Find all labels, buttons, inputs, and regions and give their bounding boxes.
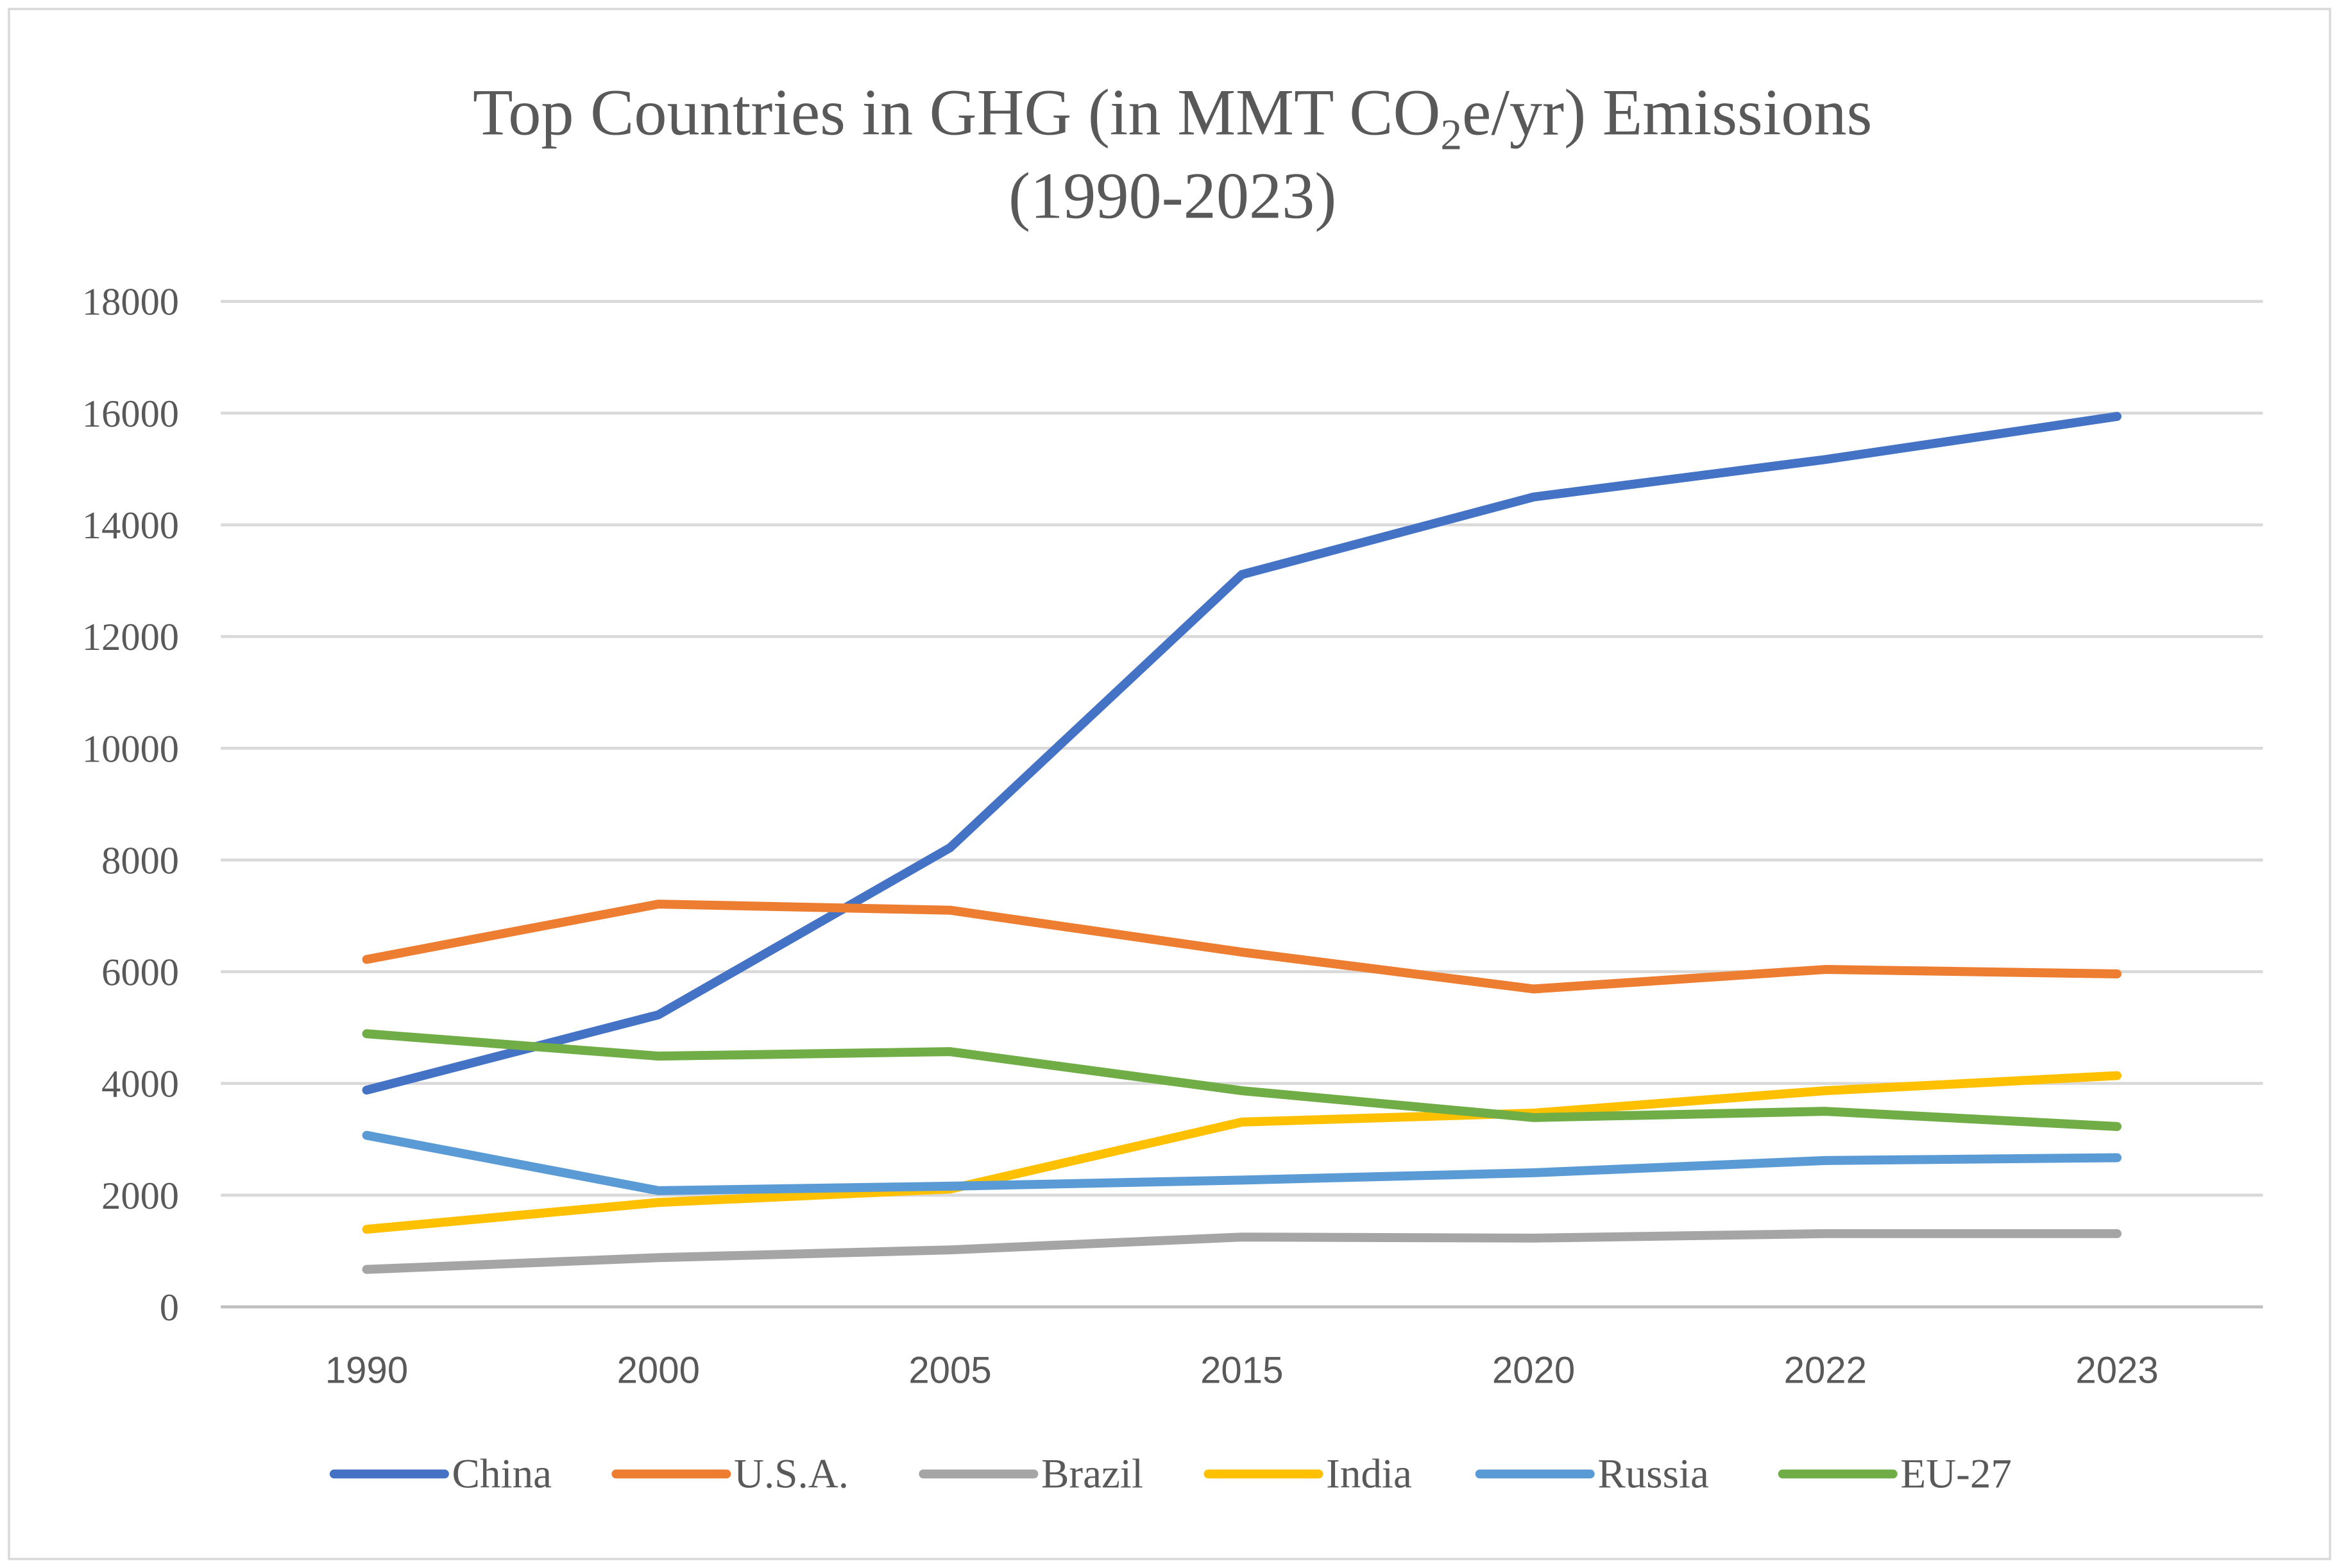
- y-tick-label: 0: [160, 1286, 179, 1329]
- legend-item: EU-27: [1778, 1451, 2012, 1497]
- y-tick-label: 2000: [101, 1175, 179, 1218]
- x-tick-label: 1990: [325, 1350, 408, 1392]
- legend-label: EU-27: [1900, 1451, 2012, 1497]
- chart-title: Top Countries in GHG (in MMT CO2e/yr) Em…: [473, 76, 1872, 158]
- x-tick-label: 2020: [1492, 1350, 1575, 1392]
- x-tick-label: 2023: [2075, 1350, 2158, 1392]
- y-tick-label: 14000: [82, 504, 179, 547]
- legend-item: Russia: [1475, 1451, 1709, 1497]
- y-tick-label: 12000: [82, 616, 179, 659]
- legend-item: U.S.A.: [611, 1451, 849, 1497]
- chart-subtitle: (1990-2023): [1008, 160, 1336, 233]
- legend-item: India: [1204, 1451, 1412, 1497]
- y-tick-label: 6000: [101, 951, 179, 994]
- legend-label: China: [452, 1451, 552, 1497]
- legend-item: Brazil: [919, 1451, 1143, 1497]
- x-tick-label: 2005: [908, 1350, 991, 1392]
- legend-label: India: [1326, 1451, 1412, 1497]
- x-tick-label: 2000: [617, 1350, 700, 1392]
- x-tick-label: 2022: [1784, 1350, 1867, 1392]
- y-tick-label: 18000: [82, 281, 179, 324]
- legend-item: China: [329, 1451, 552, 1497]
- y-tick-label: 8000: [101, 839, 179, 882]
- chart-border: [8, 8, 2331, 1560]
- legend-label: Russia: [1597, 1451, 1709, 1497]
- legend-label: Brazil: [1041, 1451, 1143, 1497]
- y-tick-label: 4000: [101, 1063, 179, 1106]
- y-tick-label: 16000: [82, 393, 179, 436]
- x-tick-label: 2015: [1200, 1350, 1283, 1392]
- legend-label: U.S.A.: [734, 1451, 849, 1497]
- y-tick-label: 10000: [82, 728, 179, 771]
